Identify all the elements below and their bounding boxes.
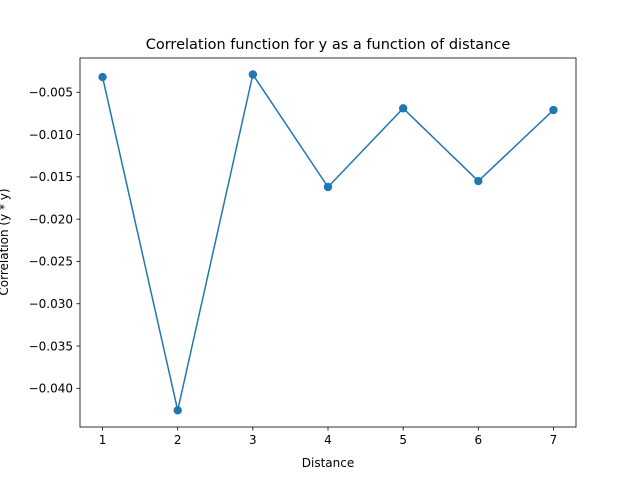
data-point xyxy=(398,104,408,113)
plot-frame xyxy=(79,57,577,428)
y-tick-label: −0.015 xyxy=(29,170,73,184)
data-point xyxy=(549,105,558,115)
x-axis-label: Distance xyxy=(302,456,354,470)
x-tick-label: 3 xyxy=(249,433,257,447)
data-point xyxy=(323,182,333,192)
x-tick-label: 7 xyxy=(550,433,558,447)
y-tick-label: −0.040 xyxy=(29,382,73,396)
y-tick-label: −0.020 xyxy=(29,212,73,226)
x-tick-label: 5 xyxy=(399,433,407,447)
y-tick-label: −0.030 xyxy=(29,297,73,311)
x-tick-label: 2 xyxy=(174,433,182,447)
y-tick-label: −0.035 xyxy=(29,339,73,353)
data-point xyxy=(98,72,107,82)
x-tick-label: 6 xyxy=(474,433,482,447)
x-tick-label: 1 xyxy=(99,433,107,447)
y-tick-label: −0.010 xyxy=(29,128,73,142)
chart-title: Correlation function for y as a function… xyxy=(146,37,511,53)
data-point xyxy=(474,176,483,186)
data-point xyxy=(173,406,182,415)
series-line xyxy=(101,73,554,412)
x-tick-label: 4 xyxy=(324,433,332,447)
axes-layer: 1 2 3 4 5 6 7 −0.005 −0.010 −0.015 −0.020 −0.025 −0.… xyxy=(29,57,577,447)
y-tick-label: −0.025 xyxy=(29,255,73,269)
series-layer xyxy=(98,70,558,415)
y-axis-label: Correlation (y * y) xyxy=(0,188,11,295)
y-tick-label: −0.005 xyxy=(29,86,73,100)
data-point xyxy=(248,70,258,79)
